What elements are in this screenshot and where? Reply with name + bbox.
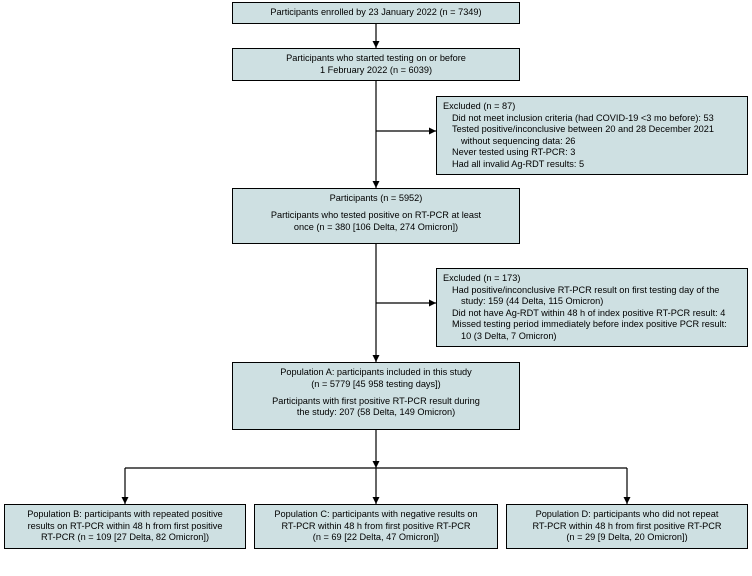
node-line: Had positive/inconclusive RT-PCR result … [443, 285, 741, 297]
node-line: Population C: participants with negative… [261, 509, 491, 521]
node-line: Population A: participants included in t… [239, 367, 513, 379]
node-line: study: 159 (44 Delta, 115 Omicron) [443, 296, 741, 308]
flow-node-b2: Population C: participants with negative… [254, 504, 498, 549]
flow-node-n1: Participants enrolled by 23 January 2022… [232, 2, 520, 24]
node-line: once (n = 380 [106 Delta, 274 Omicron]) [239, 222, 513, 234]
node-line: without sequencing data: 26 [443, 136, 741, 148]
node-line: RT-PCR within 48 h from first positive R… [261, 521, 491, 533]
node-line: 10 (3 Delta, 7 Omicron) [443, 331, 741, 343]
node-line: Excluded (n = 87) [443, 101, 741, 113]
flow-node-b3: Population D: participants who did not r… [506, 504, 748, 549]
flow-node-ex1: Excluded (n = 87)Did not meet inclusion … [436, 96, 748, 175]
node-line: Did not have Ag-RDT within 48 h of index… [443, 308, 741, 320]
flow-node-n4: Population A: participants included in t… [232, 362, 520, 430]
node-line: the study: 207 (58 Delta, 149 Omicron) [239, 407, 513, 419]
node-line: Had all invalid Ag-RDT results: 5 [443, 159, 741, 171]
node-line: (n = 69 [22 Delta, 47 Omicron]) [261, 532, 491, 544]
node-line: 1 February 2022 (n = 6039) [239, 65, 513, 77]
node-line: Did not meet inclusion criteria (had COV… [443, 113, 741, 125]
node-line: Participants enrolled by 23 January 2022… [239, 7, 513, 19]
node-line: Population D: participants who did not r… [513, 509, 741, 521]
node-line: Participants with first positive RT-PCR … [239, 396, 513, 408]
node-line: RT-PCR (n = 109 [27 Delta, 82 Omicron]) [11, 532, 239, 544]
flow-node-n3: Participants (n = 5952) Participants who… [232, 188, 520, 244]
node-line: Participants who tested positive on RT-P… [239, 210, 513, 222]
flow-node-ex2: Excluded (n = 173)Had positive/inconclus… [436, 268, 748, 347]
flow-node-n2: Participants who started testing on or b… [232, 48, 520, 81]
node-line: Excluded (n = 173) [443, 273, 741, 285]
node-line: Participants who started testing on or b… [239, 53, 513, 65]
node-line: Population B: participants with repeated… [11, 509, 239, 521]
node-line: Missed testing period immediately before… [443, 319, 741, 331]
node-line: RT-PCR within 48 h from first positive R… [513, 521, 741, 533]
node-line: results on RT-PCR within 48 h from first… [11, 521, 239, 533]
node-line: (n = 29 [9 Delta, 20 Omicron]) [513, 532, 741, 544]
node-line: Never tested using RT-PCR: 3 [443, 147, 741, 159]
node-line: Tested positive/inconclusive between 20 … [443, 124, 741, 136]
flow-node-b1: Population B: participants with repeated… [4, 504, 246, 549]
